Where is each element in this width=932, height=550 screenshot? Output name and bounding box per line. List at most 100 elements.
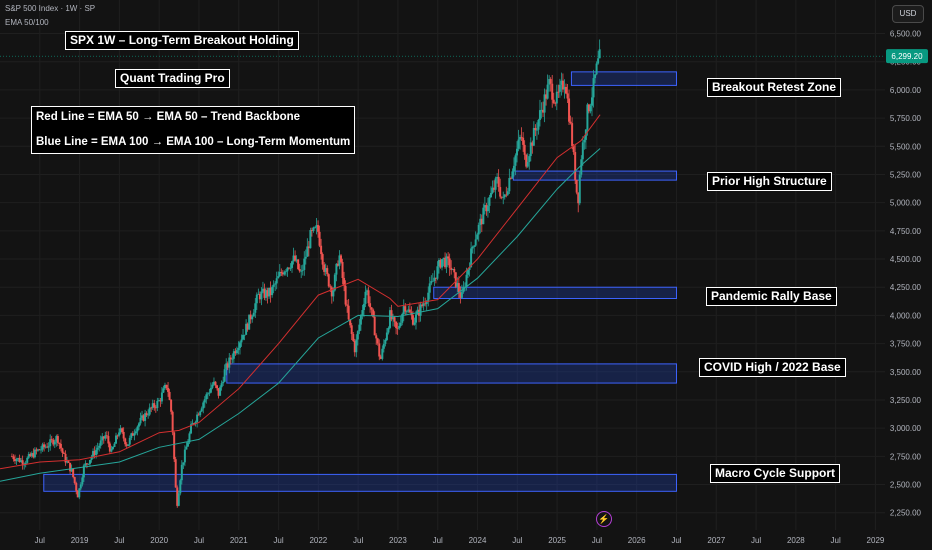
candle-body <box>265 290 268 298</box>
candle-body <box>142 415 145 421</box>
candle-body <box>294 255 297 261</box>
zone-label-covid: COVID High / 2022 Base <box>699 358 846 377</box>
candle-body <box>419 304 422 316</box>
candle-body <box>532 127 535 146</box>
candle-body <box>341 261 344 278</box>
candle-body <box>234 351 237 354</box>
candle-body <box>202 402 205 409</box>
candle-body <box>471 246 474 249</box>
candle-body <box>395 321 398 328</box>
candle-body <box>208 392 211 394</box>
candle-body <box>69 462 72 472</box>
candle-body <box>361 310 364 316</box>
candle-body <box>153 403 156 408</box>
candle-body <box>404 306 407 312</box>
candle-body <box>261 288 264 292</box>
candle-body <box>245 323 248 335</box>
candle-body <box>286 267 289 272</box>
candle-body <box>275 278 278 284</box>
candle-body <box>538 110 541 120</box>
candle-body <box>558 84 561 92</box>
candle-body <box>231 358 234 360</box>
y-tick-label: 2,750.00 <box>890 452 922 461</box>
candle-body <box>56 436 59 443</box>
candle-body <box>502 197 505 198</box>
currency-button[interactable]: USD <box>892 5 924 23</box>
candle-body <box>457 283 460 293</box>
candle-body <box>52 439 55 445</box>
candle-body <box>271 286 274 296</box>
candle-body <box>203 399 206 403</box>
candle-body <box>20 460 23 463</box>
candle-body <box>43 444 46 448</box>
ema-100-line <box>0 148 601 482</box>
candle-body <box>474 239 477 246</box>
candle-body <box>209 387 212 393</box>
candle-body <box>257 293 260 295</box>
candle-body <box>222 381 225 384</box>
candle-body <box>105 435 108 437</box>
candle-body <box>349 319 352 326</box>
candle-body <box>416 309 419 315</box>
candle-body <box>30 453 33 457</box>
candle-body <box>217 388 220 396</box>
candle-body <box>375 335 378 339</box>
candle-body <box>315 225 318 228</box>
candle-body <box>594 74 597 79</box>
candle-body <box>309 230 312 249</box>
x-tick-label: Jul <box>353 536 363 545</box>
candle-body <box>344 285 347 305</box>
candle-body <box>107 436 110 444</box>
candle-body <box>378 343 381 357</box>
x-tick-label: Jul <box>671 536 681 545</box>
candle-body <box>281 273 284 275</box>
candle-body <box>398 326 401 329</box>
zone-label-pandemic: Pandemic Rally Base <box>706 287 837 306</box>
candle-body <box>127 444 130 446</box>
x-tick-label: 2027 <box>707 536 725 545</box>
candle-body <box>277 276 280 279</box>
x-axis: Jul 2019 Jul 2020 Jul 2021 Jul 2022 Jul 2023 Jul 20… <box>35 536 885 545</box>
candle-body <box>111 446 114 450</box>
ema100-legend-text: Blue Line = EMA 100 → EMA 100 – Long-Ter… <box>36 136 351 148</box>
candle-body <box>41 444 44 450</box>
candle-body <box>402 306 405 315</box>
candle-body <box>343 277 346 286</box>
candle-body <box>390 310 393 320</box>
candle-body <box>12 456 15 460</box>
candle-body <box>268 287 271 297</box>
candle-body <box>191 423 194 425</box>
candle-body <box>318 231 321 246</box>
candle-body <box>154 407 157 409</box>
candle-body <box>332 290 335 297</box>
candle-body <box>115 435 118 444</box>
candle-body <box>96 447 99 450</box>
candle-body <box>434 277 437 279</box>
candle-body <box>24 462 27 465</box>
candle-body <box>197 414 200 416</box>
indicator-header[interactable]: EMA 50/100 <box>5 18 49 27</box>
candle-body <box>482 207 485 225</box>
candle-body <box>505 194 508 196</box>
symbol-header[interactable]: S&P 500 Index · 1W · SP <box>5 4 96 13</box>
candle-body <box>597 58 600 64</box>
candle-body <box>578 174 581 204</box>
candle-body <box>64 453 67 463</box>
candle-body <box>503 194 506 198</box>
candle-body <box>537 119 540 130</box>
candle-body <box>535 129 538 131</box>
candle-body <box>274 283 277 285</box>
candle-body <box>465 274 468 287</box>
candle-body <box>509 178 512 179</box>
candle-body <box>139 417 142 424</box>
candle-body <box>583 139 586 143</box>
candle-body <box>330 287 333 297</box>
y-tick-label: 2,250.00 <box>890 509 922 518</box>
candle-body <box>379 356 382 359</box>
x-tick-label: 2028 <box>787 536 805 545</box>
candle-body <box>543 94 546 113</box>
lightning-icon[interactable]: ⚡ <box>596 511 612 527</box>
candle-body <box>529 142 532 157</box>
candle-body <box>335 263 338 275</box>
